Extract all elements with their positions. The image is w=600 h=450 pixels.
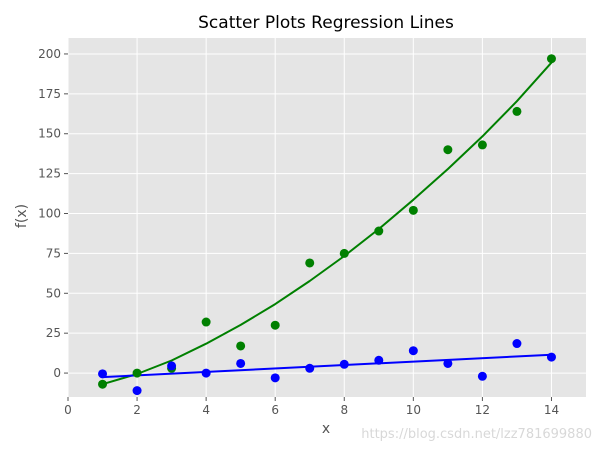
x-axis-label: x (322, 421, 330, 437)
data-point (305, 363, 315, 373)
data-point (339, 248, 349, 258)
data-point (443, 358, 453, 368)
data-point (236, 341, 246, 351)
x-tick-label: 2 (133, 403, 141, 417)
y-tick-label: 25 (46, 326, 61, 340)
tick-labels: 0 2 4 6 8 10 12 14 0 25 50 75 100 125 150 175 200 (38, 47, 559, 417)
data-point (132, 386, 142, 396)
x-tick-label: 10 (406, 403, 421, 417)
data-point (201, 368, 211, 378)
data-point (98, 379, 108, 389)
y-tick-label: 100 (38, 207, 61, 221)
x-tick-label: 14 (544, 403, 559, 417)
data-point (374, 226, 384, 236)
x-tick-label: 0 (64, 403, 72, 417)
data-point (339, 359, 349, 369)
watermark-text: https://blog.csdn.net/lzz781699880 (361, 427, 592, 442)
y-tick-label: 0 (53, 366, 61, 380)
grid (67, 38, 586, 397)
data-point (270, 320, 280, 330)
y-tick-label: 200 (38, 47, 61, 61)
data-point (98, 369, 108, 379)
data-point (443, 145, 453, 155)
y-tick-label: 50 (46, 286, 61, 300)
plot-area (68, 38, 586, 397)
x-tick-label: 4 (202, 403, 210, 417)
x-tick-label: 8 (340, 403, 348, 417)
y-axis-label: f(x) (14, 204, 30, 228)
data-point (236, 358, 246, 368)
data-point (512, 339, 522, 349)
data-point (546, 54, 556, 64)
data-point (167, 361, 177, 371)
y-tick-label: 175 (38, 87, 61, 101)
y-tick-label: 125 (38, 167, 61, 181)
data-point (201, 317, 211, 327)
y-tick-label: 150 (38, 127, 61, 141)
chart-title: Scatter Plots Regression Lines (198, 13, 454, 33)
y-tick-label: 75 (46, 246, 61, 260)
data-point (477, 371, 487, 381)
data-point (477, 140, 487, 150)
data-point (374, 355, 384, 365)
data-point (408, 205, 418, 215)
x-tick-label: 6 (271, 403, 279, 417)
regression-line-1 (102, 61, 553, 386)
x-tick-label: 12 (475, 403, 490, 417)
data-point (132, 368, 142, 378)
data-point (546, 352, 556, 362)
data-point (408, 346, 418, 356)
data-point (305, 258, 315, 268)
regression-lines (102, 61, 553, 386)
regression-line-2 (102, 353, 552, 379)
data-point (512, 106, 522, 116)
data-point (270, 373, 280, 383)
scatter-points (98, 54, 556, 396)
